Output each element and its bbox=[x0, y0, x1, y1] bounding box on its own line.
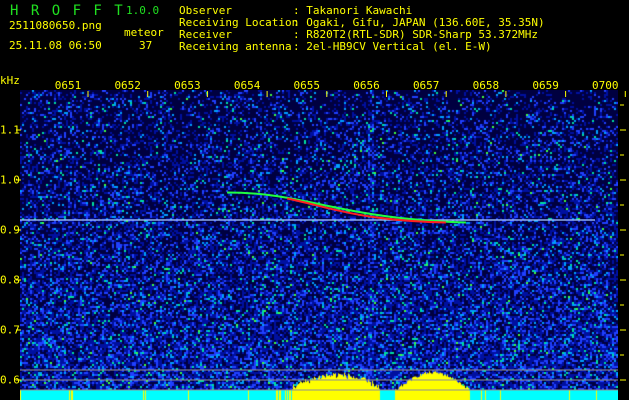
x-tick-label: 0658 bbox=[472, 79, 500, 92]
y-tick-label: 1.1 bbox=[0, 123, 20, 137]
x-tick-label: 0657 bbox=[412, 79, 440, 92]
y-tick-label: 0.9 bbox=[0, 223, 20, 237]
y-tick-label: 0.8 bbox=[0, 273, 20, 287]
info-label: Receiving Location bbox=[179, 16, 299, 29]
filename: 2511080650.png bbox=[9, 19, 102, 32]
app-version: 1.0.0 bbox=[126, 4, 160, 17]
x-tick-label: 0654 bbox=[233, 79, 261, 92]
info-value: : R820T2(RTL-SDR) SDR-Sharp 53.372MHz bbox=[293, 28, 539, 41]
datetime: 25.11.08 06:50 bbox=[9, 39, 102, 52]
meteor-trace bbox=[227, 191, 466, 224]
x-tick-label: 0700 bbox=[592, 79, 619, 92]
info-label: Receiving antenna bbox=[179, 40, 292, 53]
info-label: Observer bbox=[179, 4, 232, 17]
meteor-count-value: 37 bbox=[139, 39, 153, 52]
y-tick-label: 1.0 bbox=[0, 173, 20, 187]
x-tick-label: 0653 bbox=[174, 79, 201, 92]
x-tick-label: 0651 bbox=[54, 79, 82, 92]
y-tick-label: 0.6 bbox=[0, 373, 20, 387]
info-value: : Takanori Kawachi bbox=[293, 4, 413, 17]
y-axis-unit: kHz bbox=[0, 74, 20, 87]
info-label: Receiver bbox=[179, 28, 232, 41]
x-tick-label: 0655 bbox=[293, 79, 321, 92]
app-title: H R O F F T bbox=[10, 3, 125, 19]
info-value: : 2el-HB9CV Vertical (el. E-W) bbox=[293, 40, 492, 53]
spectrogram bbox=[20, 90, 618, 400]
meteor-trace-core bbox=[286, 197, 446, 224]
x-tick-label: 0652 bbox=[114, 79, 141, 92]
info-value: : Ogaki, Gifu, JAPAN (136.60E, 35.35N) bbox=[293, 16, 545, 29]
meteor-count-label: meteor bbox=[124, 26, 164, 39]
x-tick-label: 0659 bbox=[532, 79, 559, 92]
y-tick-label: 0.7 bbox=[0, 323, 20, 337]
x-tick-label: 0656 bbox=[353, 79, 380, 92]
